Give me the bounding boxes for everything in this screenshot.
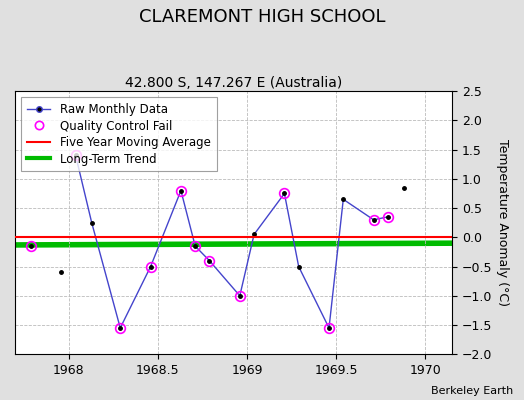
Y-axis label: Temperature Anomaly (°C): Temperature Anomaly (°C) — [496, 139, 509, 306]
Text: Berkeley Earth: Berkeley Earth — [431, 386, 514, 396]
Title: 42.800 S, 147.267 E (Australia): 42.800 S, 147.267 E (Australia) — [125, 76, 342, 90]
Text: CLAREMONT HIGH SCHOOL: CLAREMONT HIGH SCHOOL — [139, 8, 385, 26]
Legend: Raw Monthly Data, Quality Control Fail, Five Year Moving Average, Long-Term Tren: Raw Monthly Data, Quality Control Fail, … — [21, 97, 216, 172]
